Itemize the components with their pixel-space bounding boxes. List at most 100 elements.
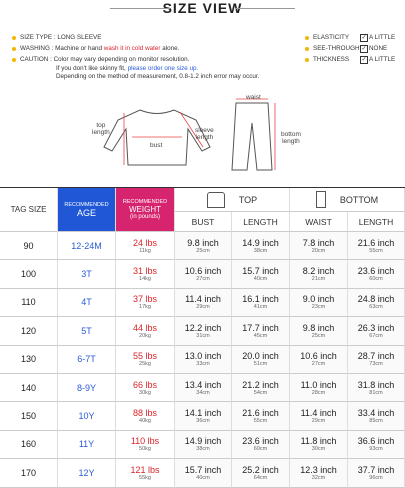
measure-cell: 9.0 inch 23cm	[290, 288, 348, 318]
text: 28.7 inch	[357, 351, 395, 362]
tag-size-cell: 120	[0, 317, 58, 346]
tag-size-cell: 110	[0, 288, 58, 318]
text: 23.6 inch	[357, 266, 395, 277]
text: 36.6 inch	[357, 436, 395, 447]
text: 29cm	[196, 304, 210, 311]
attribute-label: THICKNESS	[313, 56, 350, 63]
text: 64cm	[253, 474, 268, 481]
text: 45cm	[253, 332, 268, 339]
text: 10Y	[78, 411, 95, 422]
measure-cell: 21.6 inch 55cm	[348, 232, 405, 261]
bullet	[12, 47, 16, 51]
text: 12.3 inch	[300, 464, 337, 475]
text: bottom	[281, 131, 301, 138]
text: 110 lbs	[130, 436, 160, 447]
weight-cell: 121 lbs 55kg	[116, 459, 175, 488]
info-caution: CAUTION : Color may vary depending on mo…	[20, 56, 259, 82]
text: If you don't like skinny fit,	[56, 64, 128, 72]
text: 21.6 inch	[242, 408, 279, 419]
header-column: BUST	[175, 212, 232, 232]
text: Depending on the method of measurement, …	[56, 73, 260, 80]
tag-size-cell: 160	[0, 430, 58, 460]
text: 31 lbs	[132, 266, 158, 277]
measure-cell: 14.9 inch 38cm	[232, 232, 290, 261]
measure-cell: 8.2 inch 21cm	[290, 260, 348, 289]
checkbox: ✓	[360, 56, 368, 64]
age-cell: 12Y	[58, 459, 116, 488]
header-top: TOP	[175, 188, 290, 212]
text: 120	[20, 325, 37, 336]
text: 23cm	[311, 304, 326, 311]
text: 90	[23, 240, 34, 251]
measure-cell: 13.4 inch 34cm	[175, 374, 232, 403]
text: 25cm	[311, 332, 326, 339]
weight-cell: 44 lbs 20kg	[116, 317, 175, 346]
measure-cell: 11.8 inch 30cm	[290, 430, 348, 460]
tag-size-cell: 100	[0, 260, 58, 289]
label-top-length: top length	[92, 122, 110, 136]
text: 63cm	[369, 304, 383, 311]
text: LENGTH	[243, 216, 278, 227]
measure-cell: 12.2 inch 31cm	[175, 317, 232, 346]
header-weight: RECOMMENDED WEIGHT (in pounds)	[116, 188, 175, 232]
text: 16.1 inch	[242, 294, 279, 305]
measure-cell: 33.4 inch 85cm	[348, 402, 405, 431]
measure-cell: 23.6 inch 60cm	[348, 260, 405, 289]
measure-cell: 23.6 inch 60cm	[232, 430, 290, 460]
text: 73cm	[369, 361, 383, 368]
text: 96cm	[369, 474, 383, 481]
measure-cell: 21.2 inch 54cm	[232, 374, 290, 403]
text: alone.	[160, 45, 180, 52]
text: 50kg	[139, 446, 151, 453]
weight-cell: 88 lbs 40kg	[116, 402, 175, 431]
tag-size-cell: 140	[0, 374, 58, 403]
header-tag-size: TAG SIZE	[0, 188, 58, 232]
icon	[315, 191, 326, 208]
text: 25kg	[139, 361, 151, 368]
age-cell: 10Y	[58, 402, 116, 431]
header-column: WAIST	[290, 212, 348, 232]
measure-cell: 21.6 inch 55cm	[232, 402, 290, 431]
text: 10.6 inch	[184, 266, 222, 277]
info-washing: WASHING : Machine or hand wash it in col…	[20, 45, 179, 52]
label-waist: waist	[246, 94, 261, 101]
text: 11kg	[139, 247, 151, 254]
weight-cell: 24 lbs 11kg	[116, 232, 175, 261]
text: RECOMMENDED	[64, 201, 109, 208]
header-column: LENGTH	[348, 212, 405, 232]
pants-icon	[231, 102, 273, 171]
text: 17.7 inch	[242, 322, 279, 333]
label-sleeve-length: sleeve length	[195, 127, 214, 141]
text: 37 lbs	[132, 294, 158, 305]
weight-cell: 66 lbs 30kg	[116, 374, 175, 403]
highlight: wash it in cold water	[103, 45, 161, 52]
text: 160	[20, 439, 37, 450]
text: 10.6 inch	[300, 351, 337, 362]
text: 13.0 inch	[184, 351, 222, 362]
text: 85cm	[369, 418, 383, 425]
text: 5T	[81, 325, 92, 336]
dot	[305, 47, 309, 51]
age-cell: 11Y	[58, 430, 116, 460]
text: 20kg	[139, 332, 151, 339]
text: 7.8 inch	[302, 237, 335, 248]
age-cell: 5T	[58, 317, 116, 346]
bullet	[12, 36, 16, 40]
text: 55 lbs	[132, 351, 158, 362]
text: 100	[20, 269, 37, 280]
text: 24 lbs	[132, 237, 158, 248]
measure-cell: 13.0 inch 33cm	[175, 345, 232, 374]
text: 51cm	[253, 361, 268, 368]
table-top-rule	[0, 187, 405, 188]
measure-lines	[123, 98, 276, 170]
measure-cell: 20.0 inch 51cm	[232, 345, 290, 374]
text: 11.8 inch	[300, 436, 337, 447]
text: 30kg	[139, 389, 151, 396]
text: 20.0 inch	[242, 351, 279, 362]
text: 140	[20, 382, 37, 393]
measure-cell: 9.8 inch 25cm	[290, 317, 348, 346]
measure-cell: 9.8 inch 25cm	[175, 232, 232, 261]
weight-cell: 110 lbs 50kg	[116, 430, 175, 460]
age-cell: 8-9Y	[58, 374, 116, 403]
weight-cell: 55 lbs 25kg	[116, 345, 175, 374]
